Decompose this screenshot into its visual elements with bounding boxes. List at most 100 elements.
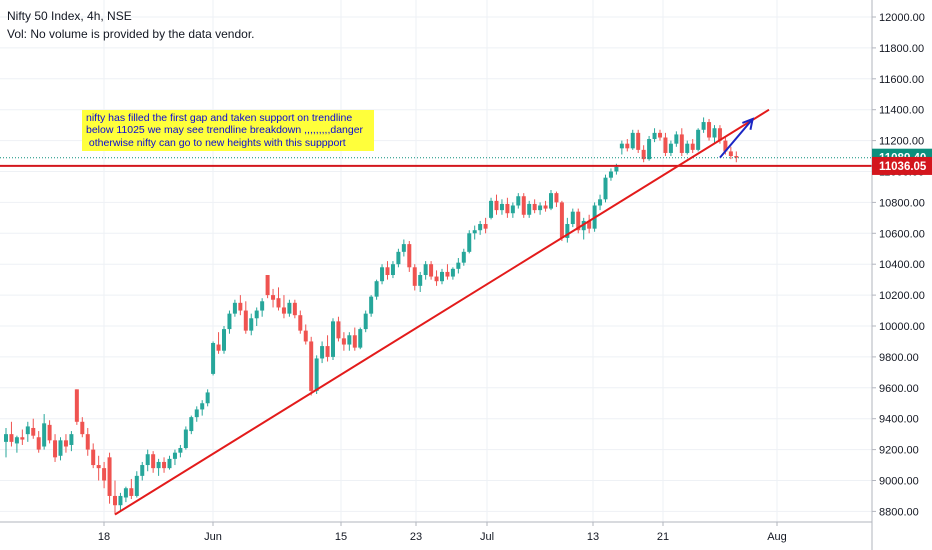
candle-body bbox=[521, 196, 526, 215]
price-tick-label: 10200.00 bbox=[879, 290, 925, 302]
candle-body bbox=[254, 310, 259, 319]
candle-body bbox=[172, 452, 177, 459]
candle-body bbox=[707, 122, 712, 138]
time-tick-label: Aug bbox=[767, 531, 787, 543]
candle-body bbox=[129, 488, 134, 496]
candle-body bbox=[222, 329, 226, 351]
candle-body bbox=[559, 202, 564, 238]
price-tick-label: 11400.00 bbox=[879, 105, 924, 117]
candle-body bbox=[717, 128, 722, 141]
candle-body bbox=[287, 302, 292, 314]
candle-body bbox=[113, 495, 117, 506]
time-tick-label: 13 bbox=[587, 531, 599, 543]
candle-body bbox=[538, 205, 543, 211]
candle-body bbox=[543, 205, 548, 209]
price-label-value: 11036.05 bbox=[879, 161, 927, 173]
candle-body bbox=[249, 318, 254, 331]
price-tick-label: 9600.00 bbox=[879, 383, 919, 395]
candle-body bbox=[216, 344, 221, 351]
candle-body bbox=[4, 434, 8, 442]
candle-body bbox=[614, 166, 619, 172]
time-tick-label: 21 bbox=[657, 531, 669, 543]
candle-body bbox=[663, 137, 668, 153]
candle-body bbox=[652, 132, 657, 140]
candle-body bbox=[499, 203, 504, 211]
candle-body bbox=[341, 338, 346, 345]
candle-body bbox=[309, 341, 314, 391]
candle-body bbox=[369, 296, 374, 314]
candle-body bbox=[74, 389, 79, 422]
candle-body bbox=[162, 461, 167, 469]
candle-body bbox=[450, 268, 455, 277]
candle-body bbox=[363, 313, 368, 330]
candle-body bbox=[347, 335, 352, 345]
candle-body bbox=[641, 149, 646, 160]
annotation-note[interactable]: nifty has filled the first gap and taken… bbox=[82, 110, 374, 151]
time-tick-label: 23 bbox=[410, 531, 422, 543]
candle-body bbox=[63, 440, 68, 447]
candle-body bbox=[418, 275, 423, 286]
candle-body bbox=[303, 330, 308, 342]
symbol-title[interactable]: Nifty 50 Index, 4h, NSE bbox=[7, 9, 132, 23]
candle-body bbox=[194, 409, 199, 418]
candle-body bbox=[461, 251, 466, 263]
candle-body bbox=[9, 434, 14, 442]
candle-body bbox=[167, 458, 172, 469]
candle-body bbox=[352, 335, 357, 348]
candle-body bbox=[407, 244, 412, 268]
candle-body bbox=[281, 307, 286, 314]
candle-body bbox=[205, 392, 210, 404]
candles-layer bbox=[4, 117, 739, 515]
candle-body bbox=[47, 424, 52, 441]
price-tick-label: 9800.00 bbox=[879, 352, 919, 364]
candle-body bbox=[532, 203, 537, 211]
price-tick-label: 8800.00 bbox=[879, 506, 919, 518]
price-tick-label: 10800.00 bbox=[879, 197, 925, 209]
time-axis[interactable]: 18 Jun 15 23 Jul 13 21 Aug bbox=[0, 521, 872, 543]
price-axis[interactable]: 12000.00 11800.00 11600.00 11400.00 11200.00… bbox=[871, 0, 932, 550]
candle-body bbox=[31, 427, 36, 436]
candle-body bbox=[472, 230, 477, 234]
candle-body bbox=[292, 302, 297, 316]
candle-body bbox=[189, 417, 194, 432]
candle-body bbox=[91, 449, 96, 466]
candle-body bbox=[276, 298, 281, 308]
candle-body bbox=[608, 171, 613, 178]
candle-body bbox=[140, 465, 145, 476]
candle-body bbox=[467, 233, 472, 252]
candle-body bbox=[696, 129, 701, 150]
price-tick-label: 12000.00 bbox=[879, 12, 925, 24]
candle-body bbox=[53, 440, 58, 458]
candle-body bbox=[396, 251, 401, 265]
candle-body bbox=[232, 302, 237, 314]
candle-body bbox=[358, 329, 363, 348]
candle-body bbox=[434, 276, 439, 282]
drawings-layer[interactable] bbox=[0, 108, 872, 516]
candle-body bbox=[265, 275, 270, 296]
price-axis-bg bbox=[872, 0, 932, 550]
time-tick-label: Jun bbox=[204, 531, 222, 543]
candle-body bbox=[178, 448, 183, 453]
candle-body bbox=[630, 132, 635, 149]
arrow-line[interactable] bbox=[719, 118, 754, 159]
candle-body bbox=[80, 421, 85, 435]
candle-body bbox=[107, 457, 112, 496]
arrow-head-icon bbox=[742, 117, 754, 130]
candle-body bbox=[42, 423, 47, 447]
candle-body bbox=[510, 205, 515, 214]
price-tick-label: 9200.00 bbox=[879, 445, 919, 457]
candle-body bbox=[440, 271, 444, 282]
candle-body bbox=[581, 220, 586, 231]
candle-body bbox=[271, 295, 276, 300]
candle-body bbox=[429, 264, 434, 277]
candle-body bbox=[603, 177, 608, 200]
candle-body bbox=[712, 128, 717, 138]
candle-body bbox=[625, 143, 630, 149]
candle-body bbox=[298, 315, 303, 331]
candle-body bbox=[401, 244, 406, 252]
candle-body bbox=[385, 267, 390, 276]
trendline[interactable] bbox=[114, 108, 770, 516]
price-tick-label: 10600.00 bbox=[879, 228, 925, 240]
candle-body bbox=[423, 264, 428, 276]
